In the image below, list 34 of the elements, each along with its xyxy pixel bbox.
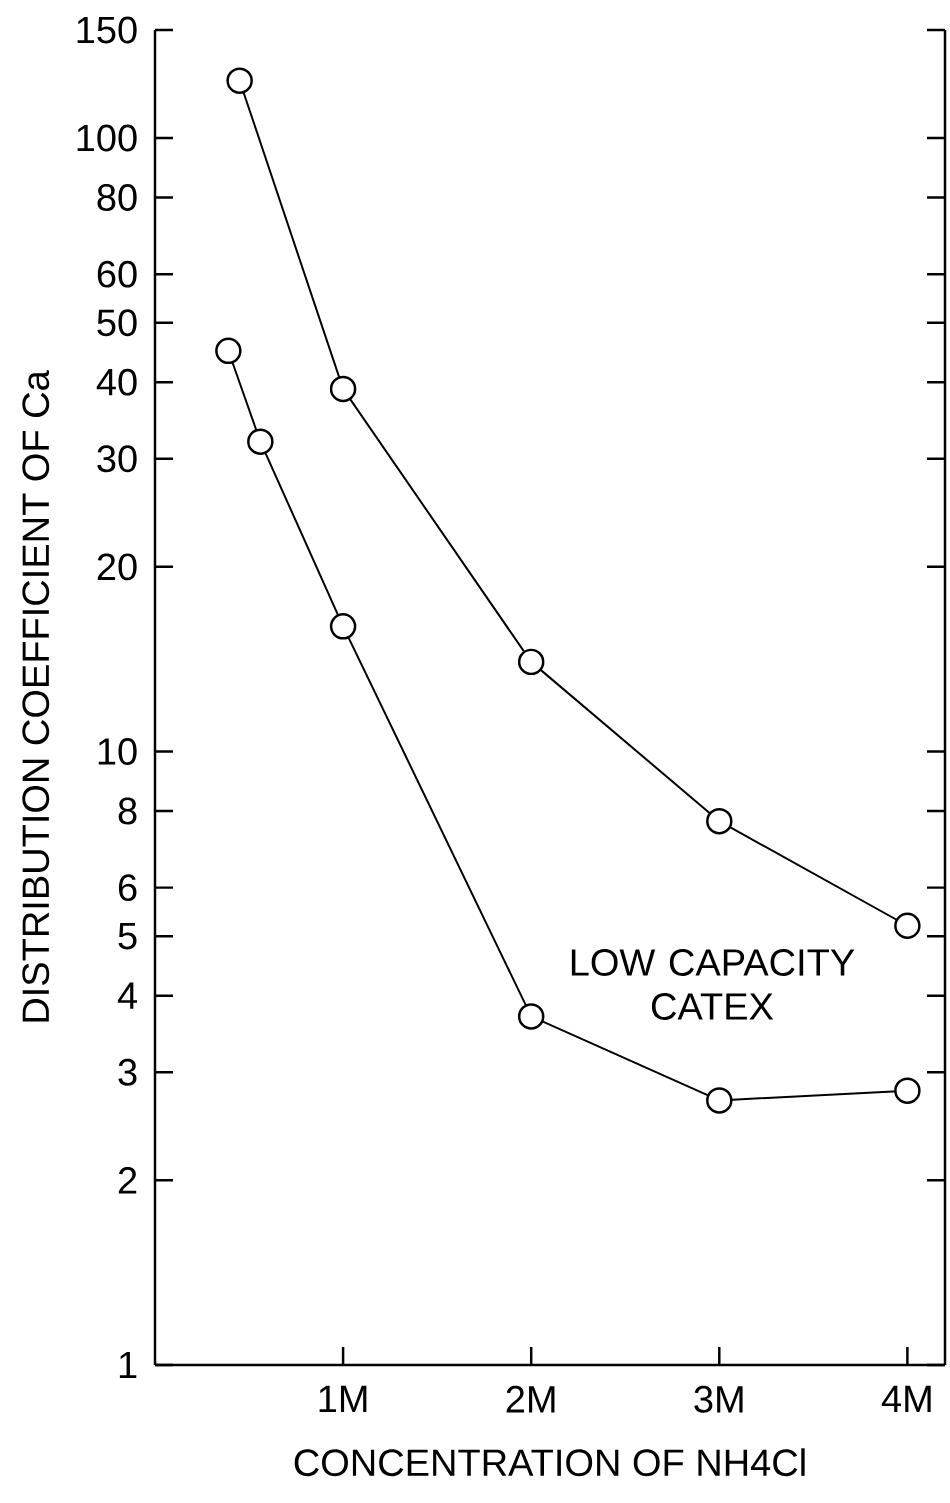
y-tick-label: 10 [98, 738, 137, 765]
y-tick-label: 30 [97, 445, 137, 473]
y-tick-label: 100 [77, 124, 137, 152]
y-tick-label: 6 [118, 874, 137, 902]
y-axis-title: DISTRIBUTION COEFFICIENT OF Ca [22, 370, 50, 1022]
point [706, 807, 733, 835]
y-tick-label: 3 [118, 1058, 137, 1086]
y-tick-label: 50 [97, 309, 137, 337]
point [517, 648, 545, 676]
x-axis-title: CONCENTRATION OF NH4Cl [294, 1448, 805, 1477]
y-tick-label: 150 [77, 16, 137, 44]
point [226, 67, 253, 94]
point [329, 613, 357, 640]
y-tick-label: 2 [118, 1167, 137, 1194]
point [894, 912, 921, 939]
point [247, 428, 274, 455]
point [215, 337, 242, 365]
y-tick-label: 20 [97, 553, 137, 581]
y-tick-label: 1 [119, 1351, 137, 1379]
x-tick-label: 3M [694, 1385, 743, 1413]
x-tick-label: 2M [506, 1385, 555, 1413]
legend-label: LOW CAPACITY CATEX [571, 949, 855, 1020]
y-tick-label: 4 [117, 982, 138, 1009]
y-tick-label: 5 [118, 922, 137, 950]
y-tick-label: 8 [118, 797, 137, 825]
point [329, 375, 357, 403]
point [517, 1003, 545, 1030]
x-tick-label: 4M [881, 1385, 931, 1413]
y-tick-label: 40 [96, 368, 137, 396]
x-tick-label: 1M [319, 1385, 367, 1413]
point [894, 1077, 921, 1104]
y-tick-label: 60 [97, 260, 137, 288]
y-tick-label: 80 [97, 184, 137, 211]
point [706, 1087, 733, 1114]
